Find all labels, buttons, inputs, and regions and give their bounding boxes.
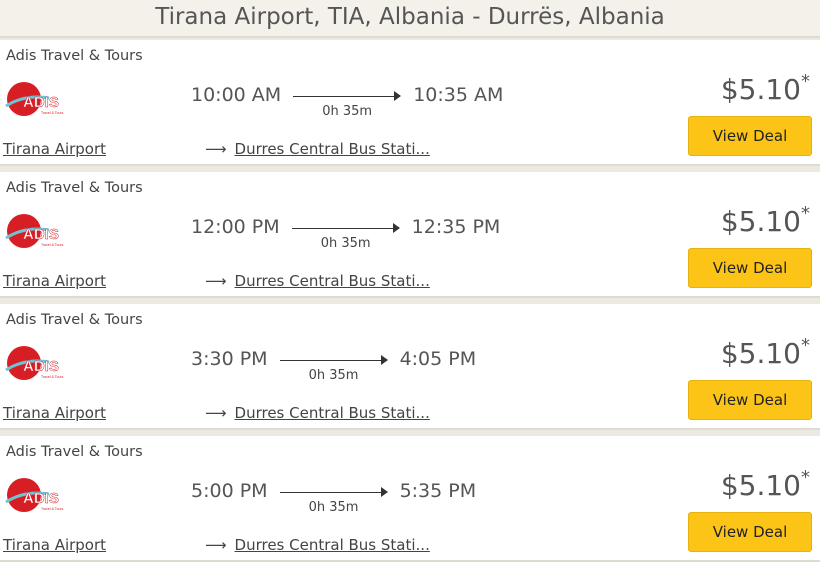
departure-time: 3:30 PM [191, 348, 268, 370]
schedule: 5:00 PM 0h 35m 5:35 PM [191, 480, 477, 515]
arrow-right-icon: ⟶ [205, 404, 227, 422]
price: $5.10* [720, 203, 810, 238]
operator-name: Adis Travel & Tours [6, 48, 143, 64]
price: $5.10* [720, 335, 810, 370]
arrow-right-icon [392, 223, 400, 233]
origin-link[interactable]: Tirana Airport [3, 404, 107, 422]
duration: 0h 35m [308, 500, 359, 515]
destination-link[interactable]: Durres Central Bus Stati... [234, 272, 430, 290]
arrival-time: 4:05 PM [399, 348, 477, 370]
duration-arrow: 0h 35m [293, 84, 402, 119]
duration-arrow: 0h 35m [279, 348, 388, 383]
schedule: 12:00 PM 0h 35m 12:35 PM [191, 216, 501, 251]
result-card: Adis Travel & Tours ADIS Travel & Tours … [0, 436, 820, 562]
origin-link[interactable]: Tirana Airport [3, 272, 107, 290]
result-card: Adis Travel & Tours ADIS Travel & Tours … [0, 172, 820, 298]
duration-arrow: 0h 35m [291, 216, 400, 251]
arrival-time: 12:35 PM [411, 216, 501, 238]
destination-link[interactable]: Durres Central Bus Stati... [234, 404, 430, 422]
operator-name: Adis Travel & Tours [6, 444, 143, 460]
svg-text:ADIS: ADIS [23, 226, 59, 243]
schedule: 10:00 AM 0h 35m 10:35 AM [191, 84, 504, 119]
operator-name: Adis Travel & Tours [6, 312, 143, 328]
duration: 0h 35m [320, 236, 371, 251]
route-title: Tirana Airport, TIA, Albania - Durrës, A… [155, 4, 665, 30]
result-card: Adis Travel & Tours ADIS Travel & Tours … [0, 40, 820, 166]
price: $5.10* [720, 467, 810, 502]
origin-link[interactable]: Tirana Airport [3, 536, 107, 554]
destination-link[interactable]: Durres Central Bus Stati... [234, 536, 430, 554]
arrival-time: 10:35 AM [413, 84, 504, 106]
svg-text:Travel & Tours: Travel & Tours [41, 111, 64, 115]
arrow-right-icon: ⟶ [205, 140, 227, 158]
view-deal-button[interactable]: View Deal [688, 248, 812, 288]
duration: 0h 35m [322, 104, 373, 119]
adis-logo-icon: ADIS Travel & Tours [5, 478, 64, 512]
origin-link[interactable]: Tirana Airport [3, 140, 107, 158]
departure-time: 10:00 AM [191, 84, 282, 106]
duration-arrow: 0h 35m [279, 480, 388, 515]
adis-logo-icon: ADIS Travel & Tours [5, 214, 64, 248]
adis-logo-icon: ADIS Travel & Tours [5, 82, 64, 116]
arrow-right-icon [380, 355, 388, 365]
destination: ⟶ Durres Central Bus Stati... [205, 272, 430, 290]
arrow-right-icon [380, 487, 388, 497]
duration: 0h 35m [308, 368, 359, 383]
arrow-right-icon: ⟶ [205, 272, 227, 290]
svg-text:Travel & Tours: Travel & Tours [41, 243, 64, 247]
view-deal-button[interactable]: View Deal [688, 512, 812, 552]
price: $5.10* [720, 71, 810, 106]
route-header: Tirana Airport, TIA, Albania - Durrës, A… [0, 0, 820, 38]
view-deal-button[interactable]: View Deal [688, 380, 812, 420]
svg-text:ADIS: ADIS [23, 490, 59, 507]
svg-text:ADIS: ADIS [23, 94, 59, 111]
result-card: Adis Travel & Tours ADIS Travel & Tours … [0, 304, 820, 430]
arrival-time: 5:35 PM [399, 480, 477, 502]
schedule: 3:30 PM 0h 35m 4:05 PM [191, 348, 477, 383]
view-deal-button[interactable]: View Deal [688, 116, 812, 156]
destination: ⟶ Durres Central Bus Stati... [205, 404, 430, 422]
adis-logo-icon: ADIS Travel & Tours [5, 346, 64, 380]
destination: ⟶ Durres Central Bus Stati... [205, 536, 430, 554]
operator-name: Adis Travel & Tours [6, 180, 143, 196]
svg-text:ADIS: ADIS [23, 358, 59, 375]
svg-text:Travel & Tours: Travel & Tours [41, 507, 64, 511]
departure-time: 12:00 PM [191, 216, 280, 238]
destination: ⟶ Durres Central Bus Stati... [205, 140, 430, 158]
arrow-right-icon [394, 91, 402, 101]
departure-time: 5:00 PM [191, 480, 268, 502]
svg-text:Travel & Tours: Travel & Tours [41, 375, 64, 379]
arrow-right-icon: ⟶ [205, 536, 227, 554]
destination-link[interactable]: Durres Central Bus Stati... [234, 140, 430, 158]
